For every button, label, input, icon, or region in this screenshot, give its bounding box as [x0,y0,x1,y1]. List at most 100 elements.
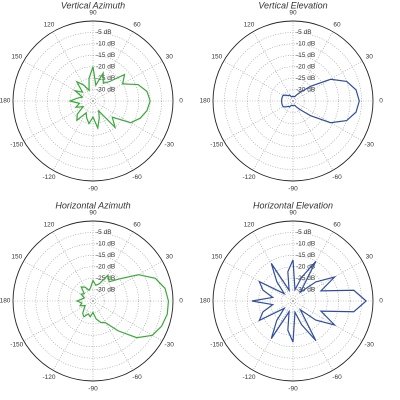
grid-ring [81,89,105,113]
radial-tick-label: -15 dB [296,252,315,259]
angle-tick-label: 150 [11,254,22,261]
angle-tick-label: 30 [366,254,374,261]
radial-tick-label: -20 dB [296,263,315,270]
outer-ring [212,20,374,182]
angle-tick-label: -150 [210,142,223,149]
chart-title: Vertical Azimuth [61,0,125,10]
polar-chart: Horizontal Elevation 0 30 60 90 120 150 180 -150… [200,200,384,392]
angle-tick-label: -30 [165,142,175,149]
grid-spoke [292,260,363,302]
radial-tick-label: -10 dB [96,241,115,248]
angle-tick-label: 0 [179,298,183,305]
radial-tick-label: -5 dB [96,29,112,36]
grid-spoke [92,100,163,142]
angle-tick-label: -90 [88,186,98,193]
radial-tick-label: -25 dB [96,75,115,82]
grid-spoke [252,100,294,171]
grid-spoke [23,300,94,342]
grid-ring [224,232,362,370]
radial-tick-label: -25 dB [296,275,315,282]
grid-spoke [92,260,163,302]
grid-spoke [92,60,163,102]
grid-spoke [52,31,94,102]
radial-tick-label: -30 dB [96,286,115,293]
angle-tick-label: 180 [200,98,211,105]
radial-tick-label: -10 dB [296,241,315,248]
radial-tick-label: -5 dB [96,229,112,236]
grid-spoke [92,300,163,342]
grid-spoke [223,100,294,142]
angle-tick-label: 150 [11,54,22,61]
outer-ring [212,220,374,382]
radial-tick-label: -10 dB [96,41,115,48]
angle-tick-label: -90 [288,386,298,393]
angle-tick-label: -120 [242,374,255,381]
radial-tick-label: -15 dB [96,52,115,59]
grid-spoke [292,100,363,142]
pattern-line [280,78,360,124]
grid-ring [281,289,305,313]
radial-tick-label: -20 dB [96,63,115,70]
angle-tick-label: 120 [244,222,255,229]
angle-tick-label: 30 [166,54,174,61]
angle-tick-label: 120 [244,22,255,29]
grid-spoke [223,60,294,102]
angle-tick-label: -30 [165,342,175,349]
angle-tick-label: -30 [365,142,375,149]
grid-ring [35,243,151,359]
grid-spoke [292,60,363,102]
angle-tick-label: 90 [289,10,297,17]
angle-tick-label: -150 [210,342,223,349]
angle-tick-label: -60 [132,374,142,381]
angle-tick-label: 60 [333,22,341,29]
polar-chart: Horizontal Azimuth 0 30 60 90 120 150 180 -150 -1… [0,200,183,392]
chart-title: Horizontal Azimuth [55,200,130,210]
grid-spoke [92,231,134,302]
grid-spoke [52,100,94,171]
angle-tick-label: 30 [166,254,174,261]
grid-ring [58,266,128,336]
grid-spoke [23,60,94,102]
angle-tick-label: 90 [89,10,97,17]
angle-tick-label: 90 [289,210,297,217]
angle-tick-label: 120 [44,22,55,29]
radial-tick-label: -15 dB [96,252,115,259]
radial-tick-label: -15 dB [296,52,315,59]
grid-spoke [52,300,94,371]
grid-spoke [52,231,94,302]
angle-tick-label: 0 [379,98,383,105]
angle-tick-label: 60 [133,22,141,29]
angle-tick-label: -60 [332,174,342,181]
angle-tick-label: -150 [10,142,23,149]
grid-spoke [23,100,94,142]
polar-chart: Vertical Azimuth 0 30 60 90 120 150 180 -150 -120… [0,0,183,192]
radial-tick-label: -25 dB [296,75,315,82]
angle-tick-label: 60 [133,222,141,229]
radial-tick-label: -30 dB [296,286,315,293]
radial-tick-label: -5 dB [296,29,312,36]
angle-tick-label: -90 [288,186,298,193]
angle-tick-label: 120 [44,222,55,229]
radial-tick-label: -30 dB [96,86,115,93]
grid-ring [224,32,362,170]
grid-ring [235,43,351,159]
radial-tick-label: -10 dB [296,41,315,48]
angle-tick-label: 0 [379,298,383,305]
grid-spoke [292,300,363,342]
grid-spoke [92,31,134,102]
angle-tick-label: 150 [211,54,222,61]
angle-tick-label: 180 [200,298,211,305]
angle-tick-label: 180 [0,98,11,105]
grid-spoke [292,31,334,102]
grid-spoke [223,260,294,302]
chart-title: Vertical Elevation [258,0,327,10]
pattern-line [251,259,368,343]
angle-tick-label: -120 [242,174,255,181]
angle-tick-label: 30 [366,54,374,61]
polar-chart: Vertical Elevation 0 30 60 90 120 150 180 -150 -1… [200,0,384,192]
grid-spoke [223,300,294,342]
angle-tick-label: 0 [179,98,183,105]
grid-ring [235,243,351,359]
angle-tick-label: -30 [365,342,375,349]
